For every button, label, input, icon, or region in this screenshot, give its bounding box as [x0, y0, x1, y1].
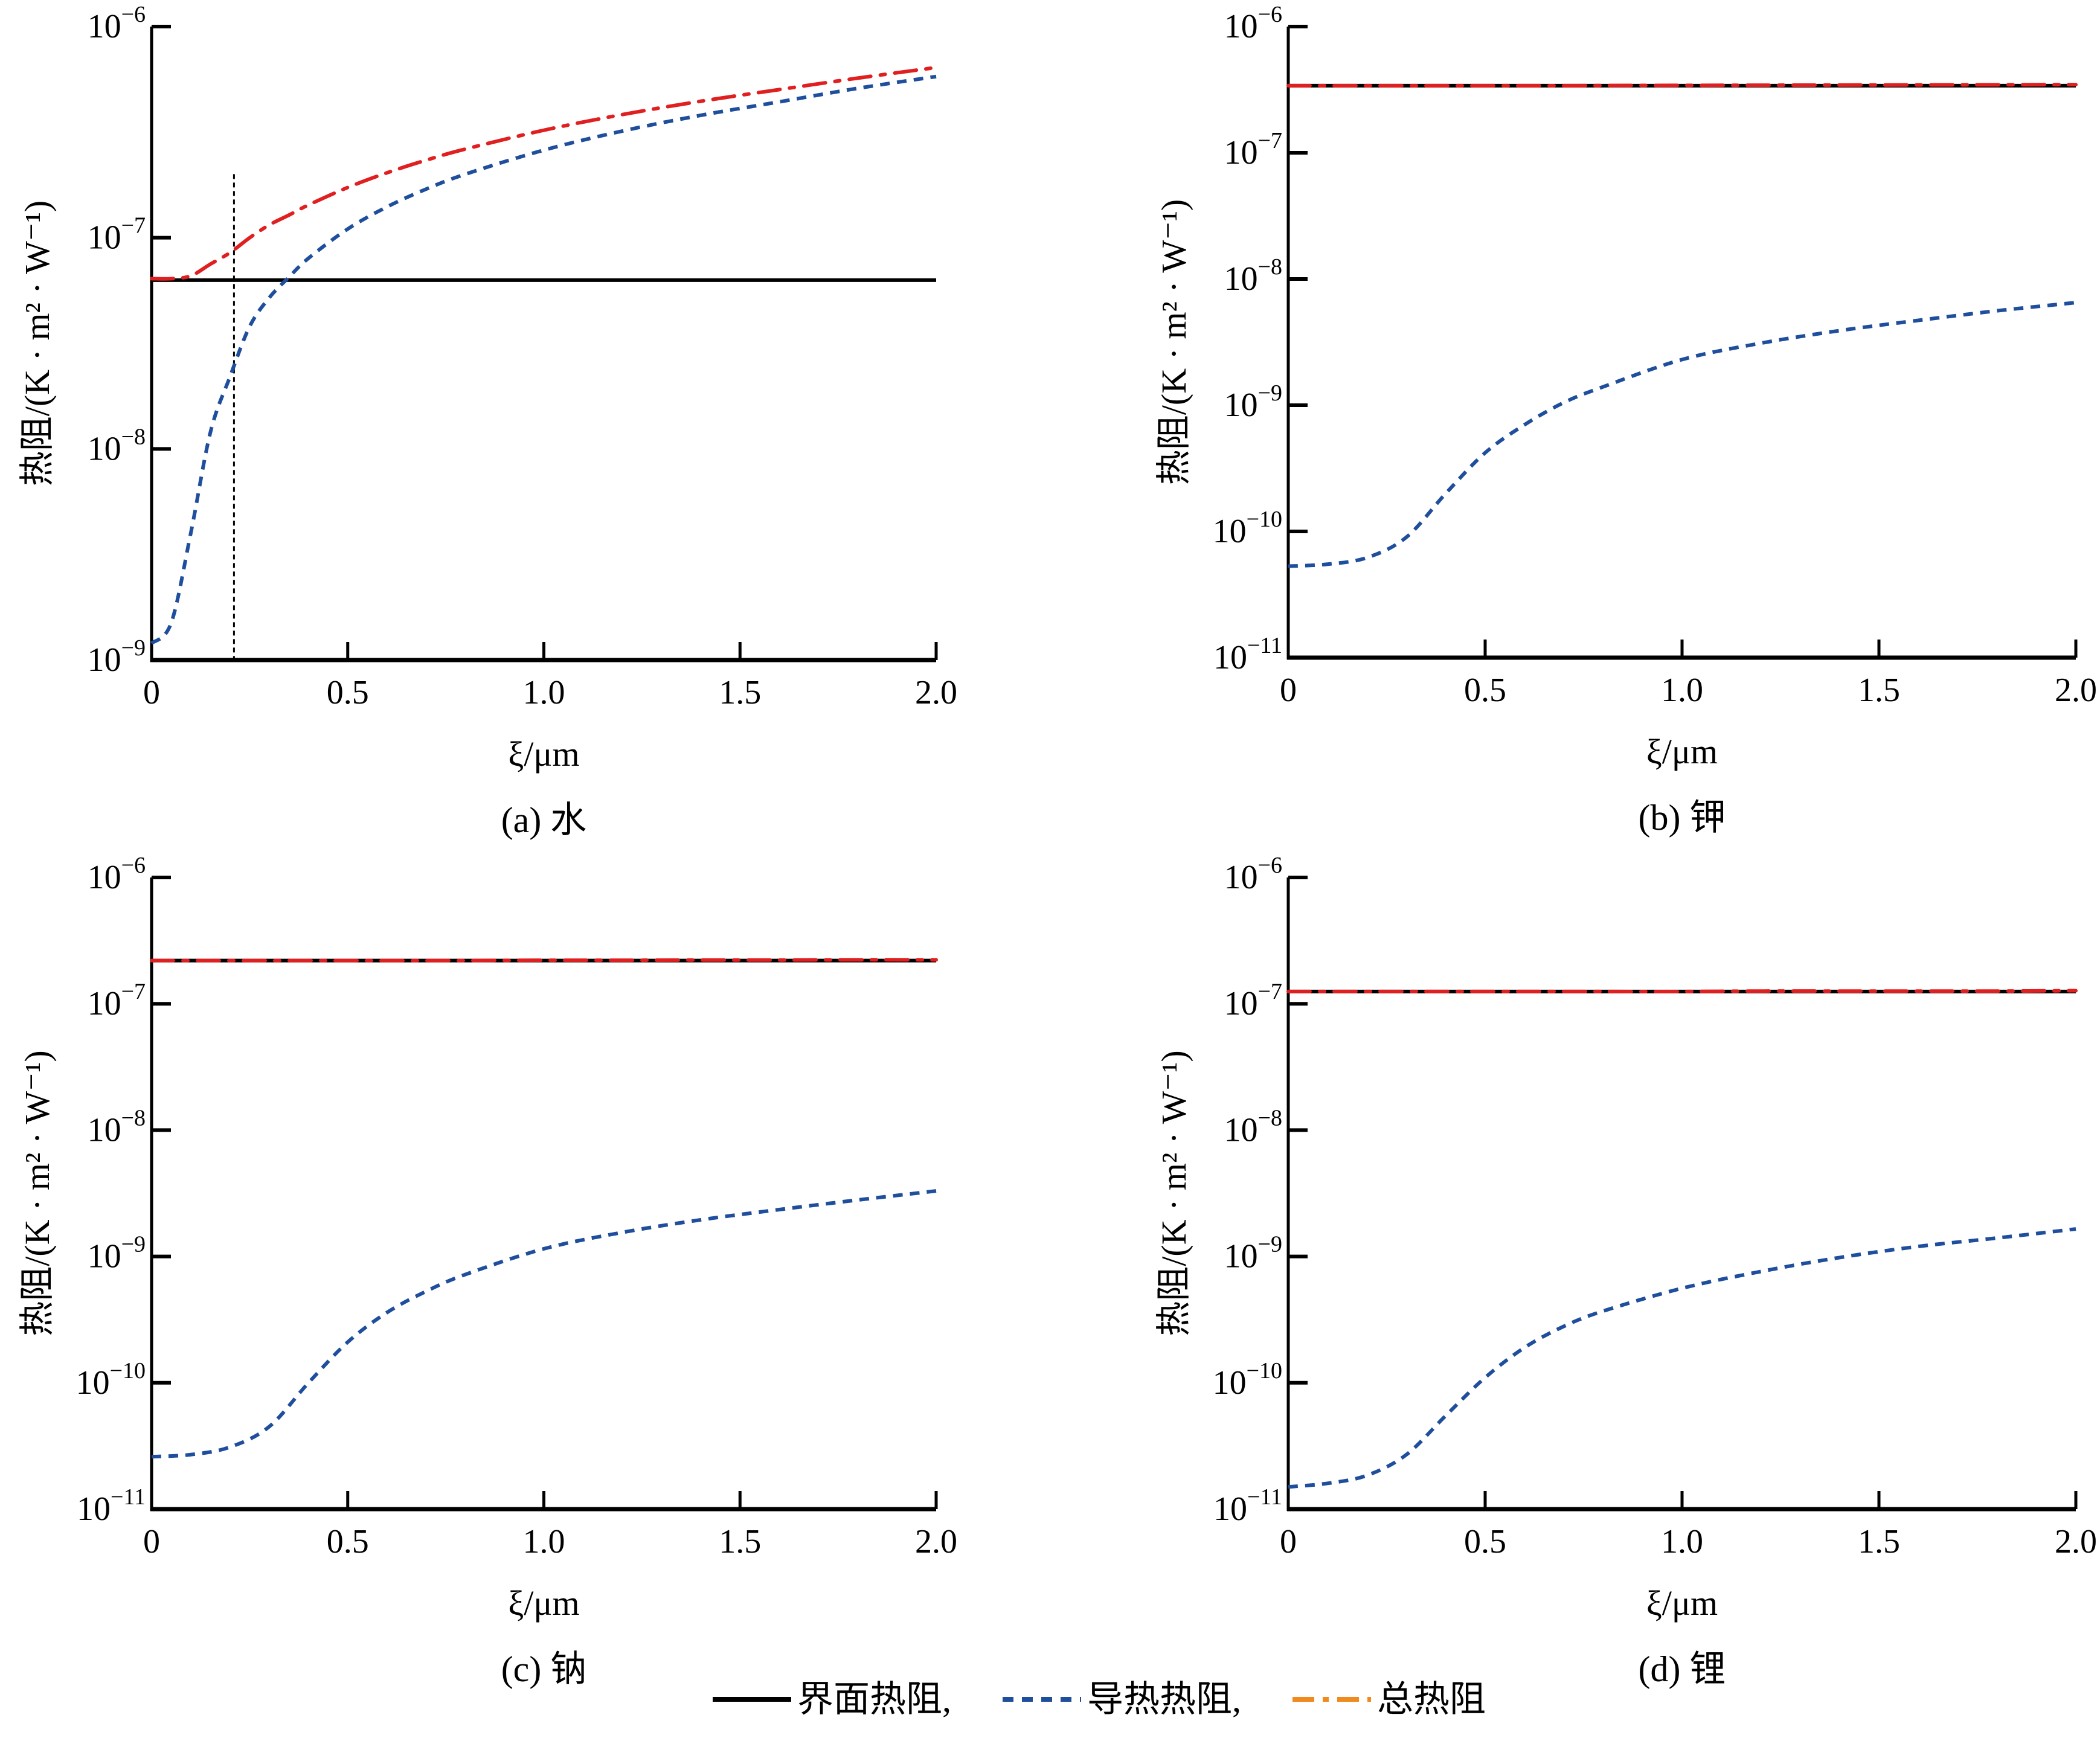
x-tick-label: 0.5 [327, 1523, 369, 1560]
series-conduction-resistance [151, 1189, 937, 1459]
y-tick-label: 10−8 [88, 424, 146, 467]
x-axis-title: ξ/μm [508, 734, 579, 774]
y-tick-label: 10−9 [1224, 380, 1282, 424]
x-tick-label: 2.0 [915, 1523, 957, 1560]
x-tick-label: 2.0 [2055, 672, 2097, 709]
x-tick-label: 1.0 [1661, 1523, 1703, 1560]
y-tick-label: 10−7 [88, 213, 146, 257]
panel-d: 10−6 10−7 10−8 10−9 10−10 10−110 0.5 1.0 1.5 2.0 热… [1154, 853, 2097, 1689]
y-tick-label: 10−7 [1224, 128, 1282, 172]
x-tick-label: 0 [143, 674, 160, 711]
x-tick-label: 1.0 [523, 674, 565, 711]
x-tick-label: 0 [143, 1523, 160, 1560]
y-tick-label: 10−8 [1224, 1105, 1282, 1149]
panel-b: 10−6 10−7 10−8 10−9 10−10 10−110 0.5 1.0 1.5 2.0 热… [1154, 2, 2097, 838]
x-tick-label: 0 [1280, 672, 1297, 709]
y-tick-label: 10−11 [1213, 633, 1282, 676]
x-tick-label: 0.5 [1464, 672, 1506, 709]
legend-label: 导热热阻, [1087, 1679, 1241, 1719]
y-tick-label: 10−11 [1213, 1484, 1282, 1528]
legend: 界面热阻, 导热热阻, 总热阻 [713, 1679, 1486, 1719]
legend-label: 界面热阻, [797, 1679, 951, 1719]
x-axis-title: ξ/μm [1646, 1583, 1718, 1623]
x-tick-label: 1.5 [719, 674, 761, 711]
y-tick-label: 10−6 [1224, 853, 1282, 896]
panel-caption: (a) 水 [501, 800, 587, 840]
panel-caption: (d) 锂 [1639, 1649, 1726, 1689]
x-tick-label: 2.0 [915, 674, 957, 711]
series-total-resistance [1286, 989, 2078, 993]
y-tick-label: 10−6 [88, 853, 146, 896]
y-tick-label: 10−7 [1224, 979, 1282, 1022]
y-axis-title: 热阻/(K · m² · W⁻¹) [18, 200, 57, 486]
y-tick-label: 10−11 [77, 1484, 146, 1528]
x-tick-label: 1.5 [1858, 672, 1900, 709]
panel-caption: (c) 钠 [501, 1649, 587, 1689]
y-axis-title: 热阻/(K · m² · W⁻¹) [1154, 1050, 1193, 1336]
panels: 10−610−710−810−90 0.5 1.0 1.5 2.0热阻/(K · m² … [18, 2, 2097, 1689]
x-tick-label: 0.5 [327, 674, 369, 711]
series-total-resistance [150, 65, 938, 281]
series-conduction-resistance [150, 74, 937, 645]
legend-item: 总热阻 [1292, 1679, 1486, 1719]
legend-item: 界面热阻, [713, 1679, 951, 1719]
y-axis-title: 热阻/(K · m² · W⁻¹) [1154, 199, 1193, 485]
y-tick-label: 10−6 [88, 2, 146, 45]
x-tick-label: 1.0 [523, 1523, 565, 1560]
panel-caption: (b) 钾 [1639, 798, 1726, 838]
y-axis-title: 热阻/(K · m² · W⁻¹) [18, 1050, 57, 1336]
x-axis-title: ξ/μm [1646, 732, 1718, 771]
x-axis-title: ξ/μm [508, 1583, 579, 1623]
legend-label: 总热阻 [1377, 1679, 1486, 1719]
y-tick-label: 10−9 [1224, 1232, 1282, 1275]
x-tick-label: 1.5 [1858, 1523, 1900, 1560]
y-tick-label: 10−8 [1224, 254, 1282, 298]
series-conduction-resistance [1288, 301, 2076, 568]
y-tick-label: 10−8 [88, 1105, 146, 1149]
y-tick-label: 10−9 [88, 1232, 146, 1275]
y-tick-label: 10−7 [88, 979, 146, 1022]
x-tick-label: 1.0 [1661, 672, 1703, 709]
x-tick-label: 2.0 [2055, 1523, 2097, 1560]
y-tick-label: 10−9 [88, 635, 146, 679]
series-conduction-resistance [1288, 1227, 2076, 1489]
x-tick-label: 1.5 [719, 1523, 761, 1560]
y-tick-label: 10−10 [76, 1358, 146, 1402]
legend-item: 导热热阻, [1003, 1679, 1241, 1719]
panel-a: 10−6 10−7 10−8 10−90 0.5 1.0 1.5 2.0 热阻/(K · m² … [18, 2, 957, 840]
x-tick-label: 0 [1280, 1523, 1297, 1560]
y-tick-label: 10−6 [1224, 2, 1282, 45]
x-tick-label: 0.5 [1464, 1523, 1506, 1560]
series-total-resistance [1286, 83, 2078, 88]
y-tick-label: 10−10 [1213, 507, 1282, 550]
y-tick-label: 10−10 [1213, 1358, 1282, 1402]
panel-c: 10−6 10−7 10−8 10−9 10−10 10−110 0.5 1.0 1.5 2.0 热… [18, 853, 957, 1689]
